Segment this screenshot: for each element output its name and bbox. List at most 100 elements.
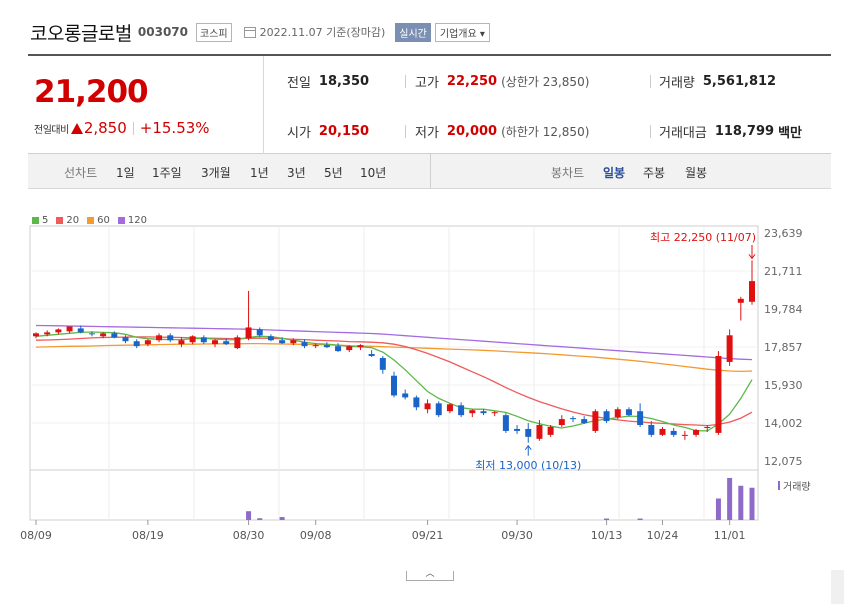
candle [133, 339, 140, 349]
candle-body [133, 341, 140, 347]
candle-body [737, 298, 744, 303]
candle [424, 399, 431, 414]
divider [405, 75, 406, 88]
candle-body [178, 340, 185, 345]
candle [637, 403, 644, 427]
ma-legend: 5 20 60 120 [32, 215, 155, 226]
candle [368, 350, 375, 357]
candle-body [144, 340, 151, 345]
candle-body [234, 337, 241, 349]
chart-toolbar: 선차트 1일 1주일 3개월 1년 3년 5년 10년 봉차트 일봉 주봉 월봉 [28, 154, 831, 189]
candle-body [458, 405, 465, 416]
company-overview-button[interactable]: 기업개요 ▾ [434, 22, 490, 42]
candle [413, 395, 420, 411]
chart-frame [29, 225, 759, 521]
candle [592, 409, 599, 433]
candle [178, 337, 185, 348]
candle-body [346, 346, 353, 351]
tab-monthly[interactable]: 월봉 [685, 166, 708, 180]
range-5y[interactable]: 5년 [324, 166, 343, 180]
x-axis-labels: 08/09 08/19 08/30 09/08 09/21 09/30 10/13 10/24… [20, 520, 745, 542]
range-1d[interactable]: 1일 [116, 166, 135, 180]
open-value: 20,150 [318, 124, 370, 139]
tab-daily[interactable]: 일봉 [603, 166, 626, 180]
candle-body [413, 397, 420, 408]
candle [144, 339, 151, 347]
high-value: 22,250 [446, 74, 498, 89]
candle [726, 329, 733, 366]
volume-bar [727, 477, 733, 520]
toolbar-divider [430, 154, 431, 189]
candle [335, 343, 342, 353]
candle-body [659, 428, 666, 435]
candle-body [749, 281, 755, 302]
realtime-button[interactable]: 실시간 [395, 22, 431, 42]
low-value: 20,000 [446, 124, 498, 139]
candle-body [256, 329, 263, 336]
candle [480, 409, 487, 416]
amount-label: 거래대금 [659, 126, 707, 141]
candle-body [55, 329, 62, 333]
candle-body [77, 328, 84, 333]
amount-cell: 거래대금 118,799 백만 [659, 122, 802, 141]
volume-value: 5,561,812 [702, 74, 777, 89]
candle [77, 325, 84, 334]
legend-ma20-label: 20 [66, 215, 80, 226]
x-tick-label: 10/24 [647, 529, 679, 542]
candle [100, 332, 107, 339]
candle-body [323, 345, 330, 348]
candle-body [637, 411, 644, 426]
up-arrow-icon [70, 122, 83, 134]
candle [66, 326, 73, 334]
candle-body [581, 419, 588, 424]
volume-legend-swatch [778, 481, 780, 490]
candle-body [312, 345, 319, 347]
prev-close-label: 전일 [287, 76, 311, 91]
tab-weekly[interactable]: 주봉 [643, 166, 666, 180]
x-tick-label: 09/08 [300, 529, 332, 542]
y-axis-labels: 23,639 21,711 19,784 17,857 15,930 14,002 12,0… [764, 227, 803, 468]
candle [357, 344, 364, 351]
legend-ma20[interactable]: 20 [56, 215, 79, 226]
legend-ma120[interactable]: 120 [117, 215, 147, 226]
candle-body [301, 342, 308, 347]
divider [132, 121, 134, 135]
candle-body [514, 428, 521, 431]
candle-body [614, 409, 621, 418]
candle-body [570, 418, 576, 420]
candle-body [693, 429, 700, 435]
ma60-line [35, 342, 753, 373]
candle [88, 331, 95, 337]
x-tick-label: 09/21 [412, 529, 444, 542]
range-1w[interactable]: 1주일 [152, 166, 182, 180]
ma5-swatch [32, 217, 39, 224]
low-cell: 저가 20,000 (하한가 12,850) [415, 122, 589, 141]
candle-body [446, 404, 453, 412]
y-tick-label: 19,784 [764, 303, 803, 316]
candle [715, 351, 722, 435]
candle [402, 389, 409, 400]
volume-bar [715, 498, 721, 520]
range-3y[interactable]: 3년 [287, 166, 306, 180]
candle [212, 339, 218, 348]
high-arrow-head [748, 254, 756, 260]
collapse-button[interactable]: ︿ [406, 570, 454, 581]
candle-chart-label: 봉차트 [551, 166, 585, 180]
legend-ma60[interactable]: 60 [87, 215, 110, 226]
candle-body [670, 430, 677, 435]
candle-body [558, 419, 565, 426]
candle-body [547, 426, 554, 435]
ma120-swatch [117, 217, 125, 224]
candle [458, 402, 465, 418]
range-10y[interactable]: 10년 [360, 166, 387, 180]
lower-limit: (하한가 12,850) [501, 125, 590, 139]
range-3m[interactable]: 3개월 [201, 166, 231, 180]
scrollbar[interactable] [831, 570, 844, 604]
legend-ma5-label: 5 [42, 215, 49, 226]
divider [405, 125, 406, 138]
legend-ma5[interactable]: 5 [32, 215, 48, 226]
range-1y[interactable]: 1년 [250, 166, 269, 180]
candle [469, 409, 476, 418]
low-label: 저가 [415, 126, 439, 141]
